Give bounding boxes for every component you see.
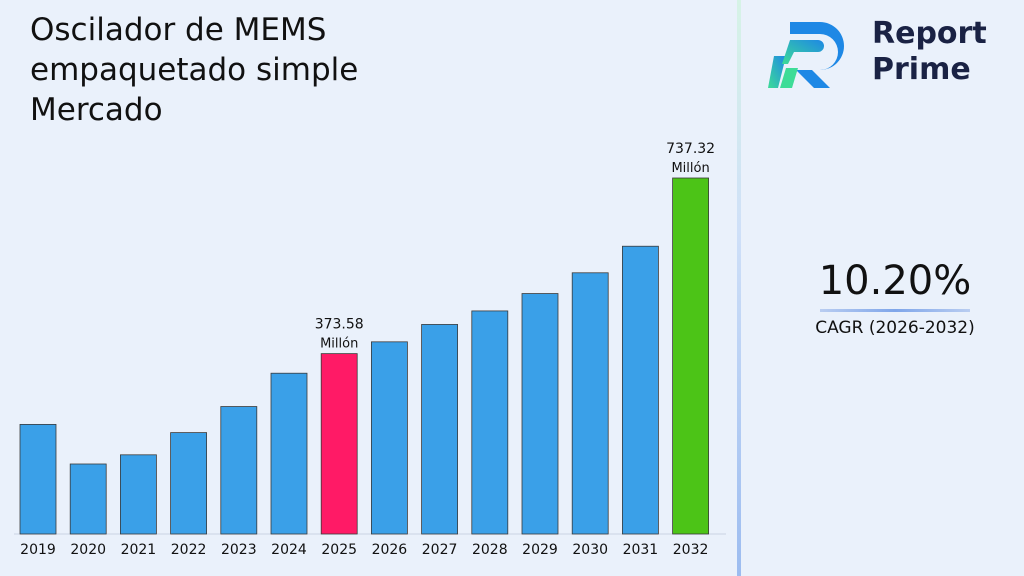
x-tick-2019: 2019 [20,542,56,558]
brand-name: Report Prime [872,16,987,88]
report-prime-logo-icon [768,22,844,88]
x-tick-2025: 2025 [321,542,357,558]
bar-2027 [421,324,459,535]
bar-2025 [320,353,358,535]
bar-2020 [69,463,107,535]
chart-panel: Oscilador de MEMS empaquetado simple Mer… [14,10,726,558]
bar-2029 [521,293,559,535]
bar-2031 [622,245,659,535]
x-tick-2021: 2021 [121,542,157,558]
x-tick-2031: 2031 [623,542,659,558]
bar-2019 [19,423,57,535]
x-tick-2029: 2029 [522,542,558,558]
bar-2030 [571,272,609,535]
report-prime-logo: Report Prime [768,14,1008,94]
x-tick-2024: 2024 [271,542,307,558]
cagr-underline [820,309,970,312]
title-line-2: empaquetado simple [30,52,359,88]
x-tick-2023: 2023 [221,542,257,558]
title-line-3: Mercado [30,92,163,128]
panel-divider [737,0,741,576]
x-tick-2026: 2026 [372,542,408,558]
data-label-value-2025: 373.58 [315,317,364,333]
x-tick-2020: 2020 [70,542,106,558]
x-tick-2027: 2027 [422,542,458,558]
bar-2022 [170,432,208,535]
data-label-value-2032: 737.32 [666,141,715,157]
bar-2028 [471,310,509,535]
bar-2021 [120,454,157,535]
title-line-1: Oscilador de MEMS [30,12,327,48]
x-tick-2022: 2022 [171,542,207,558]
x-tick-2028: 2028 [472,542,508,558]
x-tick-2030: 2030 [572,542,608,558]
cagr-value: 10.20% [818,258,972,304]
cagr-label: CAGR (2026-2032) [815,318,975,338]
data-label-unit-2025: Millón [320,337,358,352]
bar-2032 [672,177,709,535]
cagr-summary: 10.20% CAGR (2026-2032) [780,255,1010,338]
bar-chart: 2019 2020 2021 2022 2023 2024 2025 2026 2027 2028… [14,141,726,558]
brand-line-2: Prime [872,52,971,87]
bar-2023 [220,406,258,535]
bar-2026 [370,341,408,535]
brand-line-1: Report [872,16,987,51]
x-tick-2032: 2032 [673,542,709,558]
bar-2024 [270,372,308,535]
data-label-unit-2032: Millón [671,161,709,176]
chart-title: Oscilador de MEMS empaquetado simple Mer… [30,10,450,130]
